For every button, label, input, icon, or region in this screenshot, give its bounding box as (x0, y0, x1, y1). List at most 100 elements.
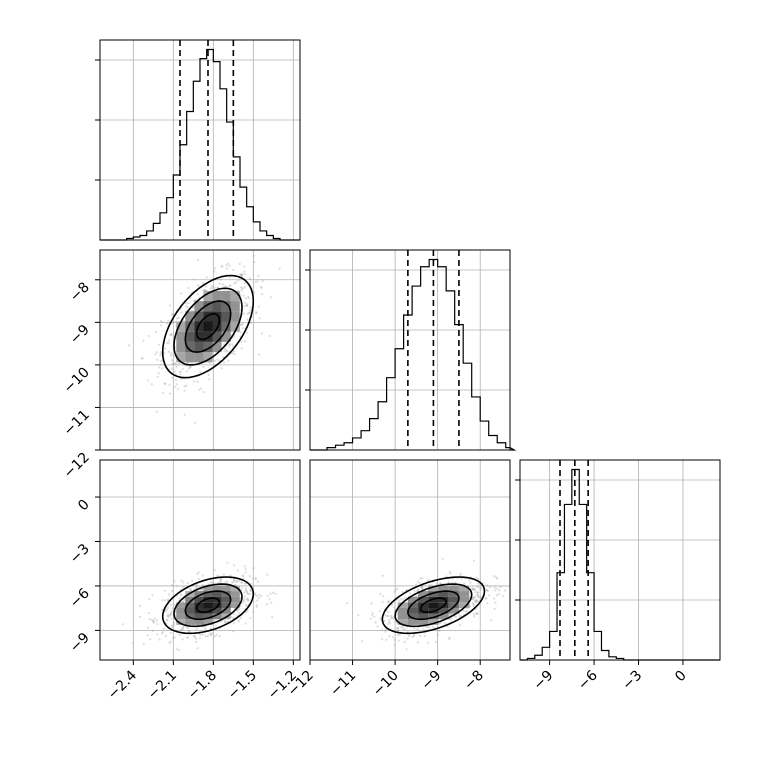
scatter-point (383, 619, 386, 623)
scatter-point (243, 270, 246, 273)
scatter-point (438, 622, 441, 625)
scatter-point (141, 357, 144, 360)
scatter-point (419, 577, 422, 580)
contour-0-2-1 (184, 590, 232, 621)
scatter-point (252, 254, 255, 257)
x-tick-label-0-3: −1.5 (225, 668, 260, 703)
density-cell (407, 596, 419, 603)
scatter-point (428, 626, 431, 629)
scatter-point (504, 589, 507, 592)
scatter-point (427, 578, 430, 582)
scatter-point (201, 574, 204, 577)
scatter-point (182, 581, 185, 584)
scatter-point (138, 604, 141, 607)
scatter-point (253, 592, 256, 595)
scatter-point (451, 581, 454, 584)
scatter-point (213, 270, 216, 273)
scatter-point (254, 578, 257, 581)
scatter-point (393, 590, 396, 593)
density-cell (194, 619, 204, 625)
scatter-point (393, 601, 396, 604)
scatter-point (128, 344, 131, 347)
density-cell (203, 585, 213, 592)
scatter-point (236, 609, 239, 612)
scatter-point (161, 632, 164, 635)
scatter-point (398, 599, 401, 602)
scatter-point (493, 575, 496, 578)
scatter-point (161, 599, 164, 602)
scatter-point (252, 610, 255, 614)
scatter-point (182, 586, 185, 589)
scatter-point (138, 615, 142, 619)
scatter-point (425, 626, 428, 629)
density-cell (194, 311, 204, 322)
scatter-point (243, 582, 246, 585)
scatter-point (391, 617, 394, 620)
scatter-point (240, 274, 243, 277)
scatter-point (418, 581, 421, 584)
scatter-point (246, 609, 249, 612)
scatter-point (171, 376, 174, 379)
scatter-point (185, 384, 188, 387)
scatter-point (121, 623, 124, 626)
scatter-point (496, 577, 499, 580)
scatter-point (156, 623, 159, 626)
scatter-point (401, 627, 405, 630)
scatter-point (180, 579, 183, 582)
scatter-point (198, 388, 201, 391)
scatter-point (221, 283, 224, 286)
scatter-point (180, 629, 183, 632)
scatter-point (165, 608, 169, 611)
scatter-point (246, 597, 249, 600)
scatter-point (246, 302, 249, 305)
density-cell (176, 613, 186, 620)
scatter-point (171, 312, 175, 315)
scatter-point (183, 413, 186, 416)
scatter-point (395, 627, 398, 630)
scatter-point (170, 352, 173, 355)
scatter-point (214, 624, 217, 627)
scatter-point (166, 619, 169, 622)
contour-0-2-3 (161, 576, 255, 635)
scatter-point (408, 634, 411, 638)
scatter-point (517, 593, 519, 595)
scatter-point (188, 366, 192, 369)
scatter-point (186, 636, 189, 639)
scatter-point (166, 613, 169, 616)
scatter-point (388, 599, 391, 602)
scatter-point (469, 581, 472, 584)
scatter-point (224, 581, 227, 584)
scatter-point (148, 618, 151, 621)
scatter-point (391, 636, 394, 639)
scatter-point (238, 618, 241, 621)
density-cell (230, 311, 240, 322)
x-tick-label-0-0: −2.4 (105, 667, 140, 702)
scatter-point (187, 629, 191, 633)
contour-1-2-1 (407, 590, 460, 621)
density-cell (194, 331, 204, 342)
scatter-point (278, 267, 281, 270)
scatter-point (256, 599, 259, 602)
scatter-point (394, 588, 398, 592)
scatter-point (175, 648, 179, 651)
scatter-point (147, 334, 150, 338)
density-cell (458, 596, 470, 603)
histogram-panel-0 (95, 39, 301, 241)
density-cell (185, 311, 195, 322)
scatter-point (173, 636, 176, 639)
scatter-point (146, 634, 149, 637)
scatter-point (175, 365, 178, 368)
scatter-point (371, 612, 374, 615)
scatter-point (224, 285, 227, 288)
scatter-point (435, 582, 438, 585)
scatter-point (486, 584, 489, 587)
scatter-point (192, 278, 195, 281)
scatter-point (181, 638, 184, 641)
scatter-point (237, 620, 240, 623)
scatter-point (245, 591, 248, 594)
density-cell (230, 321, 240, 332)
scatter-point (197, 577, 200, 581)
density-cell (448, 602, 459, 608)
scatter-point (229, 284, 232, 287)
scatter-point (201, 281, 204, 284)
